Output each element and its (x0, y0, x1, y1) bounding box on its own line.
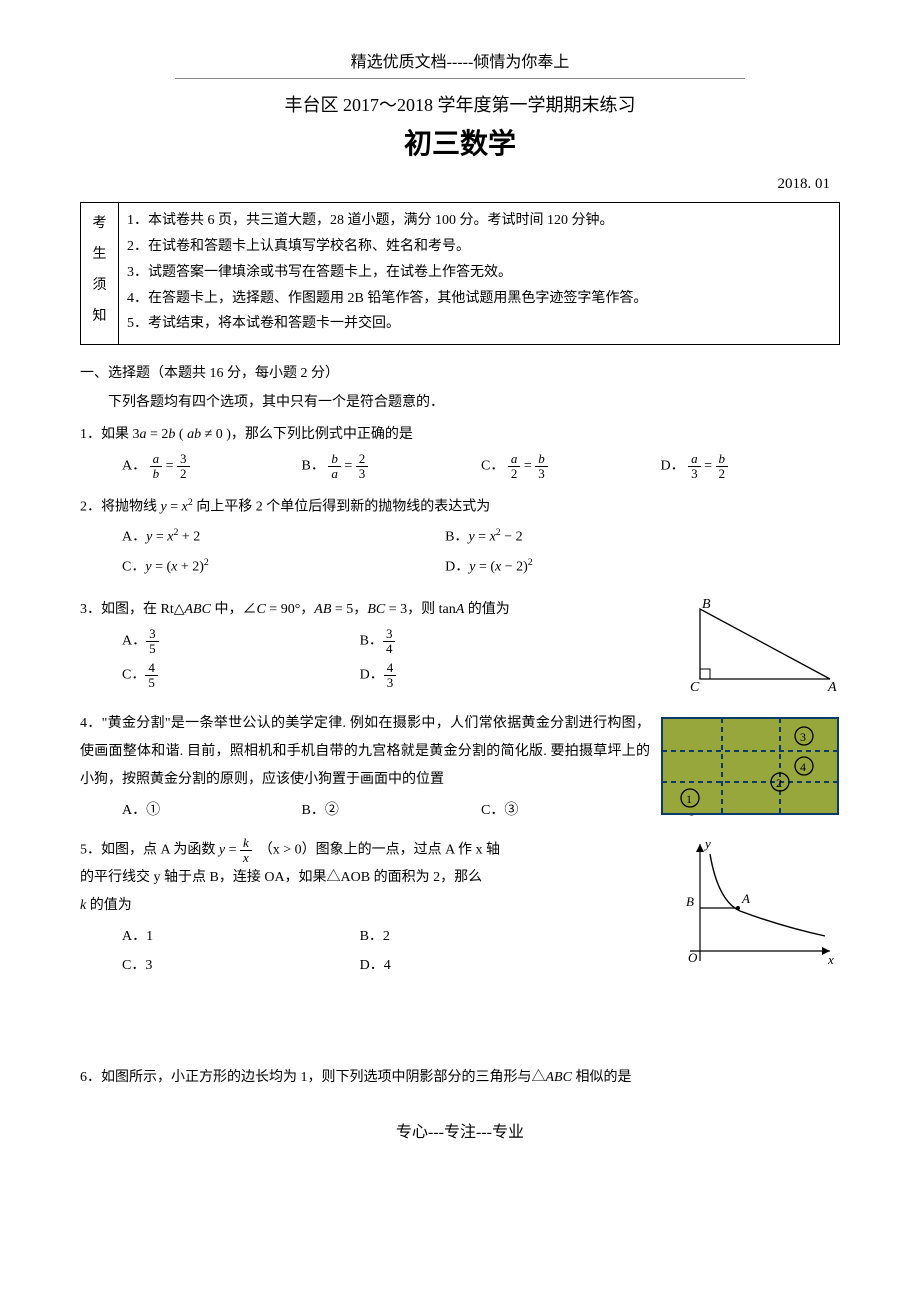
q2-opt-b: B．y = x2 − 2 (445, 525, 840, 549)
notice-table: 考生须知 1．本试卷共 6 页，共三道大题，28 道小题，满分 100 分。考试… (80, 202, 840, 345)
notice-item: 3．试题答案一律填涂或书写在答题卡上，在试卷上作答无效。 (127, 261, 831, 285)
svg-text:x: x (827, 952, 834, 966)
q1-stem: 1．如果 3a = 2b ( ab ≠ 0 )，那么下列比例式中正确的是 (80, 424, 840, 446)
grid-photo-icon: 3 4 2 1 (660, 716, 840, 816)
svg-text:A: A (741, 891, 750, 906)
q2-stem: 2．将抛物线 y = x2 向上平移 2 个单位后得到新的抛物线的表达式为 (80, 495, 840, 519)
notice-right-content: 1．本试卷共 6 页，共三道大题，28 道小题，满分 100 分。考试时间 12… (119, 203, 840, 345)
q1-opt-a: A． ab = 32 (122, 452, 302, 480)
svg-text:A: A (827, 680, 837, 694)
notice-item: 1．本试卷共 6 页，共三道大题，28 道小题，满分 100 分。考试时间 12… (127, 209, 831, 233)
q4-figure: 3 4 2 1 (660, 716, 840, 824)
notice-left-label: 考生须知 (81, 203, 119, 345)
q4-opt-c: C．③ (481, 800, 661, 822)
q2-opt-d: D．y = (x − 2)2 (445, 555, 840, 579)
svg-text:B: B (702, 599, 711, 612)
exam-date: 2018. 01 (80, 172, 840, 196)
notice-item: 2．在试卷和答题卡上认真填写学校名称、姓名和考号。 (127, 235, 831, 259)
q2-options: A．y = x2 + 2 B．y = x2 − 2 C．y = (x + 2)2… (80, 525, 840, 585)
svg-text:O: O (688, 950, 698, 965)
question-6: 6．如图所示，小正方形的边长均为 1，则下列选项中阴影部分的三角形与△ABC 相… (80, 1067, 840, 1089)
question-2: 2．将抛物线 y = x2 向上平移 2 个单位后得到新的抛物线的表达式为 A．… (80, 495, 840, 585)
exam-title-line1: 丰台区 2017～2018 学年度第一学期期末练习 (80, 91, 840, 120)
q1-opt-b: B． ba = 23 (302, 452, 482, 480)
q1-opt-c: C． a2 = b3 (481, 452, 661, 480)
svg-text:y: y (703, 836, 711, 851)
q4-opt-a: A．① (122, 800, 302, 822)
svg-text:4: 4 (800, 760, 806, 774)
svg-text:1: 1 (686, 792, 692, 806)
svg-text:3: 3 (800, 730, 806, 744)
section-1-sub: 下列各题均有四个选项，其中只有一个是符合题意的． (80, 392, 840, 414)
notice-item: 5．考试结束，将本试卷和答题卡一并交回。 (127, 312, 831, 336)
q5-opt-b: B．2 (360, 926, 650, 948)
q3-opt-a: A．35 (122, 627, 360, 655)
section-1-head: 一、选择题（本题共 16 分，每小题 2 分） (80, 363, 840, 385)
q1-options: A． ab = 32 B． ba = 23 C． a2 = b3 D． a3 =… (80, 452, 840, 480)
svg-text:2: 2 (776, 776, 782, 790)
q3-opt-c: C．45 (122, 661, 360, 689)
question-1: 1．如果 3a = 2b ( ab ≠ 0 )，那么下列比例式中正确的是 A． … (80, 424, 840, 481)
footer-text: 专心---专注---专业 (80, 1120, 840, 1146)
svg-text:C: C (690, 680, 700, 694)
hyperbola-icon: y x O B A (670, 836, 840, 966)
notice-item: 4．在答题卡上，选择题、作图题用 2B 铅笔作答，其他试题用黑色字迹签字笔作答。 (127, 287, 831, 311)
question-3: 3．如图，在 Rt△ABC 中，∠C = 90°，AB = 5，BC = 3，则… (80, 599, 840, 696)
q3-opt-b: B．34 (360, 627, 650, 655)
q3-figure: B C A (680, 599, 840, 702)
svg-text:B: B (686, 894, 694, 909)
header-top: 精选优质文档-----倾情为你奉上 (80, 50, 840, 76)
question-5: 5．如图，点 A 为函数 y = kx （x > 0）图象上的一点，过点 A 作… (80, 836, 840, 983)
q1-opt-d: D． a3 = b2 (661, 452, 841, 480)
exam-title-line2: 初三数学 (80, 123, 840, 168)
header-rule (175, 78, 745, 79)
q6-stem: 6．如图所示，小正方形的边长均为 1，则下列选项中阴影部分的三角形与△ABC 相… (80, 1067, 840, 1089)
triangle-icon: B C A (680, 599, 840, 694)
q5-opt-a: A．1 (122, 926, 360, 948)
q5-figure: y x O B A (670, 836, 840, 974)
q5-opt-c: C．3 (122, 955, 360, 977)
q5-opt-d: D．4 (360, 955, 650, 977)
question-4: 4．"黄金分割"是一条举世公认的美学定律. 例如在摄影中，人们常依据黄金分割进行… (80, 710, 840, 822)
q3-opt-d: D．43 (360, 661, 650, 689)
q4-opt-b: B．② (302, 800, 482, 822)
q2-opt-a: A．y = x2 + 2 (122, 525, 445, 549)
q2-opt-c: C．y = (x + 2)2 (122, 555, 445, 579)
